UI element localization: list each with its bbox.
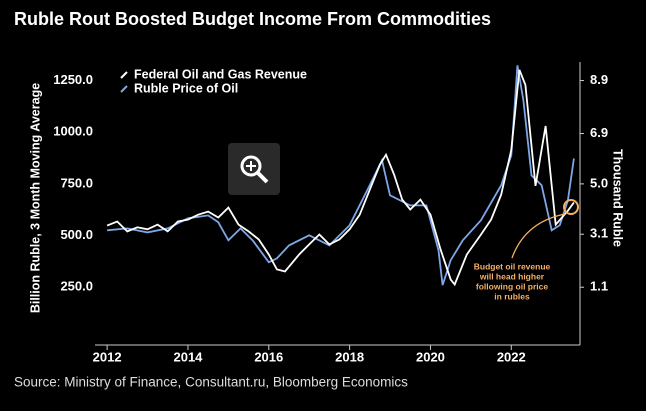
x-tick-label: 2016: [254, 349, 283, 364]
y-tick-label: 500.0: [60, 227, 93, 242]
y-axis-label: Billion Ruble, 3 Month Moving Average: [28, 83, 42, 313]
chart-title: Ruble Rout Boosted Budget Income From Co…: [14, 9, 491, 29]
y-tick-label: 250.0: [60, 279, 93, 294]
x-tick-label: 2014: [173, 349, 203, 364]
legend-label: Ruble Price of Oil: [134, 81, 238, 95]
legend-swatch: [120, 85, 128, 93]
source: Source: Ministry of Finance, Consultant.…: [14, 375, 408, 390]
x-tick-label: 2018: [335, 349, 364, 364]
legend-swatch: [120, 71, 128, 79]
line: [106, 69, 575, 287]
x-tick-label: 2022: [497, 349, 526, 364]
line: [107, 65, 575, 286]
x-tick-label: 2020: [416, 349, 445, 364]
y2-tick-label: 1.1: [590, 279, 608, 294]
annotation: in rubles: [494, 291, 530, 301]
legend-label: Federal Oil and Gas Revenue: [134, 67, 307, 81]
y2-axis-label: Thousand Ruble: [611, 149, 625, 247]
y-tick-label: 1250.0: [53, 72, 93, 87]
y-tick-label: 750.0: [60, 175, 93, 190]
annotation: following oil price: [476, 281, 549, 291]
annotation: Budget oil revenue: [474, 261, 551, 271]
y2-tick-label: 3.1: [590, 226, 608, 241]
annotation-arrow: [511, 213, 566, 259]
x-tick-label: 2012: [93, 349, 122, 364]
y2-tick-label: 5.0: [590, 175, 608, 190]
y2-tick-label: 8.9: [590, 72, 608, 87]
annotation: will head higher: [479, 271, 545, 281]
y-tick-label: 1000.0: [53, 124, 93, 139]
zoom-button[interactable]: [228, 143, 280, 195]
annotation-marker: [563, 199, 579, 215]
y2-tick-label: 6.9: [590, 125, 608, 140]
